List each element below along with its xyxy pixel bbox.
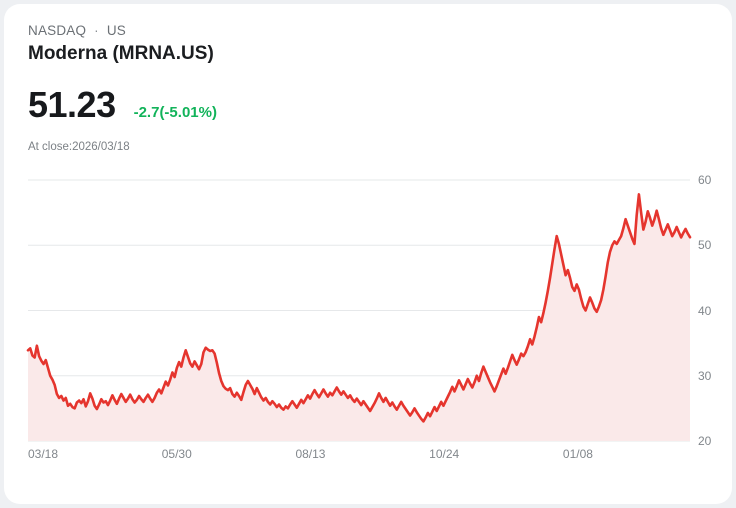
- y-axis-tick: 50: [698, 238, 712, 253]
- price-chart[interactable]: 20 30 40 50 60 03/18 05/30 08/13 10/24 01/08: [4, 164, 732, 476]
- chart-line: [26, 193, 692, 423]
- price-row: 51.23 -2.7(-5.01%): [28, 84, 217, 126]
- region-label: US: [106, 23, 126, 38]
- quote-header: NASDAQ · US Moderna (MRNA.US): [28, 22, 528, 67]
- close-info: At close:2026/03/18: [28, 141, 130, 153]
- x-axis-tick: 08/13: [295, 447, 326, 461]
- y-axis-tick: 30: [698, 368, 712, 383]
- x-axis-tick: 05/30: [161, 447, 192, 461]
- chart-area-fill: [28, 194, 690, 441]
- x-axis-tick: 01/08: [562, 447, 593, 461]
- price-value: 51.23: [28, 84, 116, 125]
- page-title: Moderna (MRNA.US): [28, 43, 214, 64]
- exchange-separator: ·: [94, 23, 99, 38]
- y-axis-tick: 20: [698, 434, 712, 448]
- exchange-name: NASDAQ: [28, 23, 87, 38]
- exchange-line: NASDAQ · US: [28, 22, 528, 40]
- x-axis: 03/18 05/30 08/13 10/24 01/08: [4, 448, 732, 472]
- y-axis-tick: 60: [698, 173, 712, 187]
- x-axis-tick: 03/18: [28, 447, 59, 461]
- stock-quote-card: NASDAQ · US Moderna (MRNA.US) 51.23 -2.7…: [4, 4, 732, 504]
- chart-canvas[interactable]: [4, 164, 732, 476]
- y-axis: 20 30 40 50 60: [690, 164, 732, 454]
- price-change: -2.7(-5.01%): [133, 104, 217, 121]
- x-axis-tick: 10/24: [429, 447, 460, 461]
- y-axis-tick: 40: [698, 303, 712, 318]
